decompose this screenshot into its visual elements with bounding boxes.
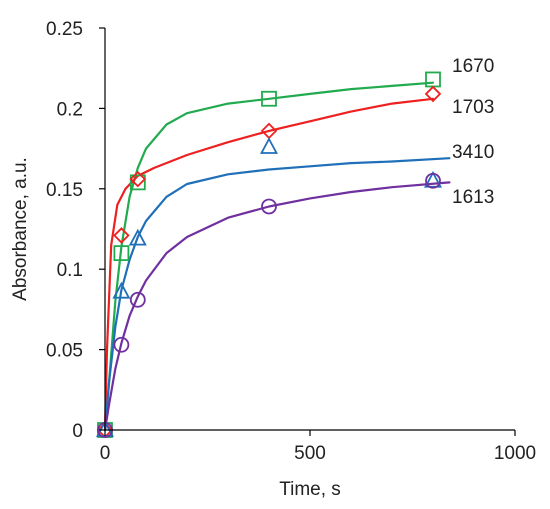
y-tick-label: 0.25 bbox=[46, 19, 83, 40]
square-marker-1670 bbox=[113, 245, 130, 262]
fit-curve-1670 bbox=[103, 81, 435, 432]
triangle-marker-3410 bbox=[423, 170, 443, 188]
circle-marker-1613 bbox=[261, 198, 277, 215]
x-tick-label: 500 bbox=[294, 443, 326, 464]
series-label-1670: 1670 bbox=[452, 56, 494, 77]
triangle-marker-3410 bbox=[259, 137, 279, 154]
series-label-1703: 1703 bbox=[452, 97, 494, 118]
fit-curve-1703 bbox=[103, 97, 435, 432]
diamond-marker-1703 bbox=[424, 85, 442, 103]
circle-marker-1613 bbox=[129, 291, 146, 308]
y-tick-label: 0.15 bbox=[46, 180, 83, 201]
y-axis-title: Absorbance, a.u. bbox=[10, 157, 31, 301]
triangle-marker-3410 bbox=[112, 281, 131, 299]
x-tick-label: 1000 bbox=[494, 443, 536, 464]
y-tick-label: 0 bbox=[72, 421, 83, 442]
axes bbox=[104, 28, 515, 431]
data-markers bbox=[95, 71, 443, 439]
x-tick-label: 0 bbox=[100, 443, 111, 464]
x-axis-title: Time, s bbox=[279, 479, 341, 500]
fit-curve-3410 bbox=[103, 157, 451, 432]
y-tick-label: 0.05 bbox=[46, 341, 83, 362]
circle-marker-1613 bbox=[425, 172, 441, 189]
diamond-marker-1703 bbox=[129, 170, 147, 188]
series-label-1613: 1613 bbox=[452, 187, 494, 208]
triangle-marker-3410 bbox=[128, 228, 147, 246]
square-marker-1670 bbox=[129, 174, 146, 191]
series-label-3410: 3410 bbox=[452, 142, 494, 163]
fit-curve-1613 bbox=[103, 181, 451, 432]
series-labels: 1670 1703 3410 1613 bbox=[452, 56, 494, 208]
fit-curves bbox=[103, 81, 451, 432]
y-tick-label: 0.1 bbox=[57, 260, 83, 281]
ticks: 0 500 1000 0 0.05 0.1 0.15 0.2 0.25 bbox=[46, 19, 536, 464]
square-marker-1670 bbox=[261, 90, 277, 107]
circle-marker-1613 bbox=[113, 336, 130, 353]
y-tick-label: 0.2 bbox=[57, 99, 83, 120]
diamond-marker-1703 bbox=[113, 227, 130, 244]
square-marker-1670 bbox=[425, 71, 441, 88]
